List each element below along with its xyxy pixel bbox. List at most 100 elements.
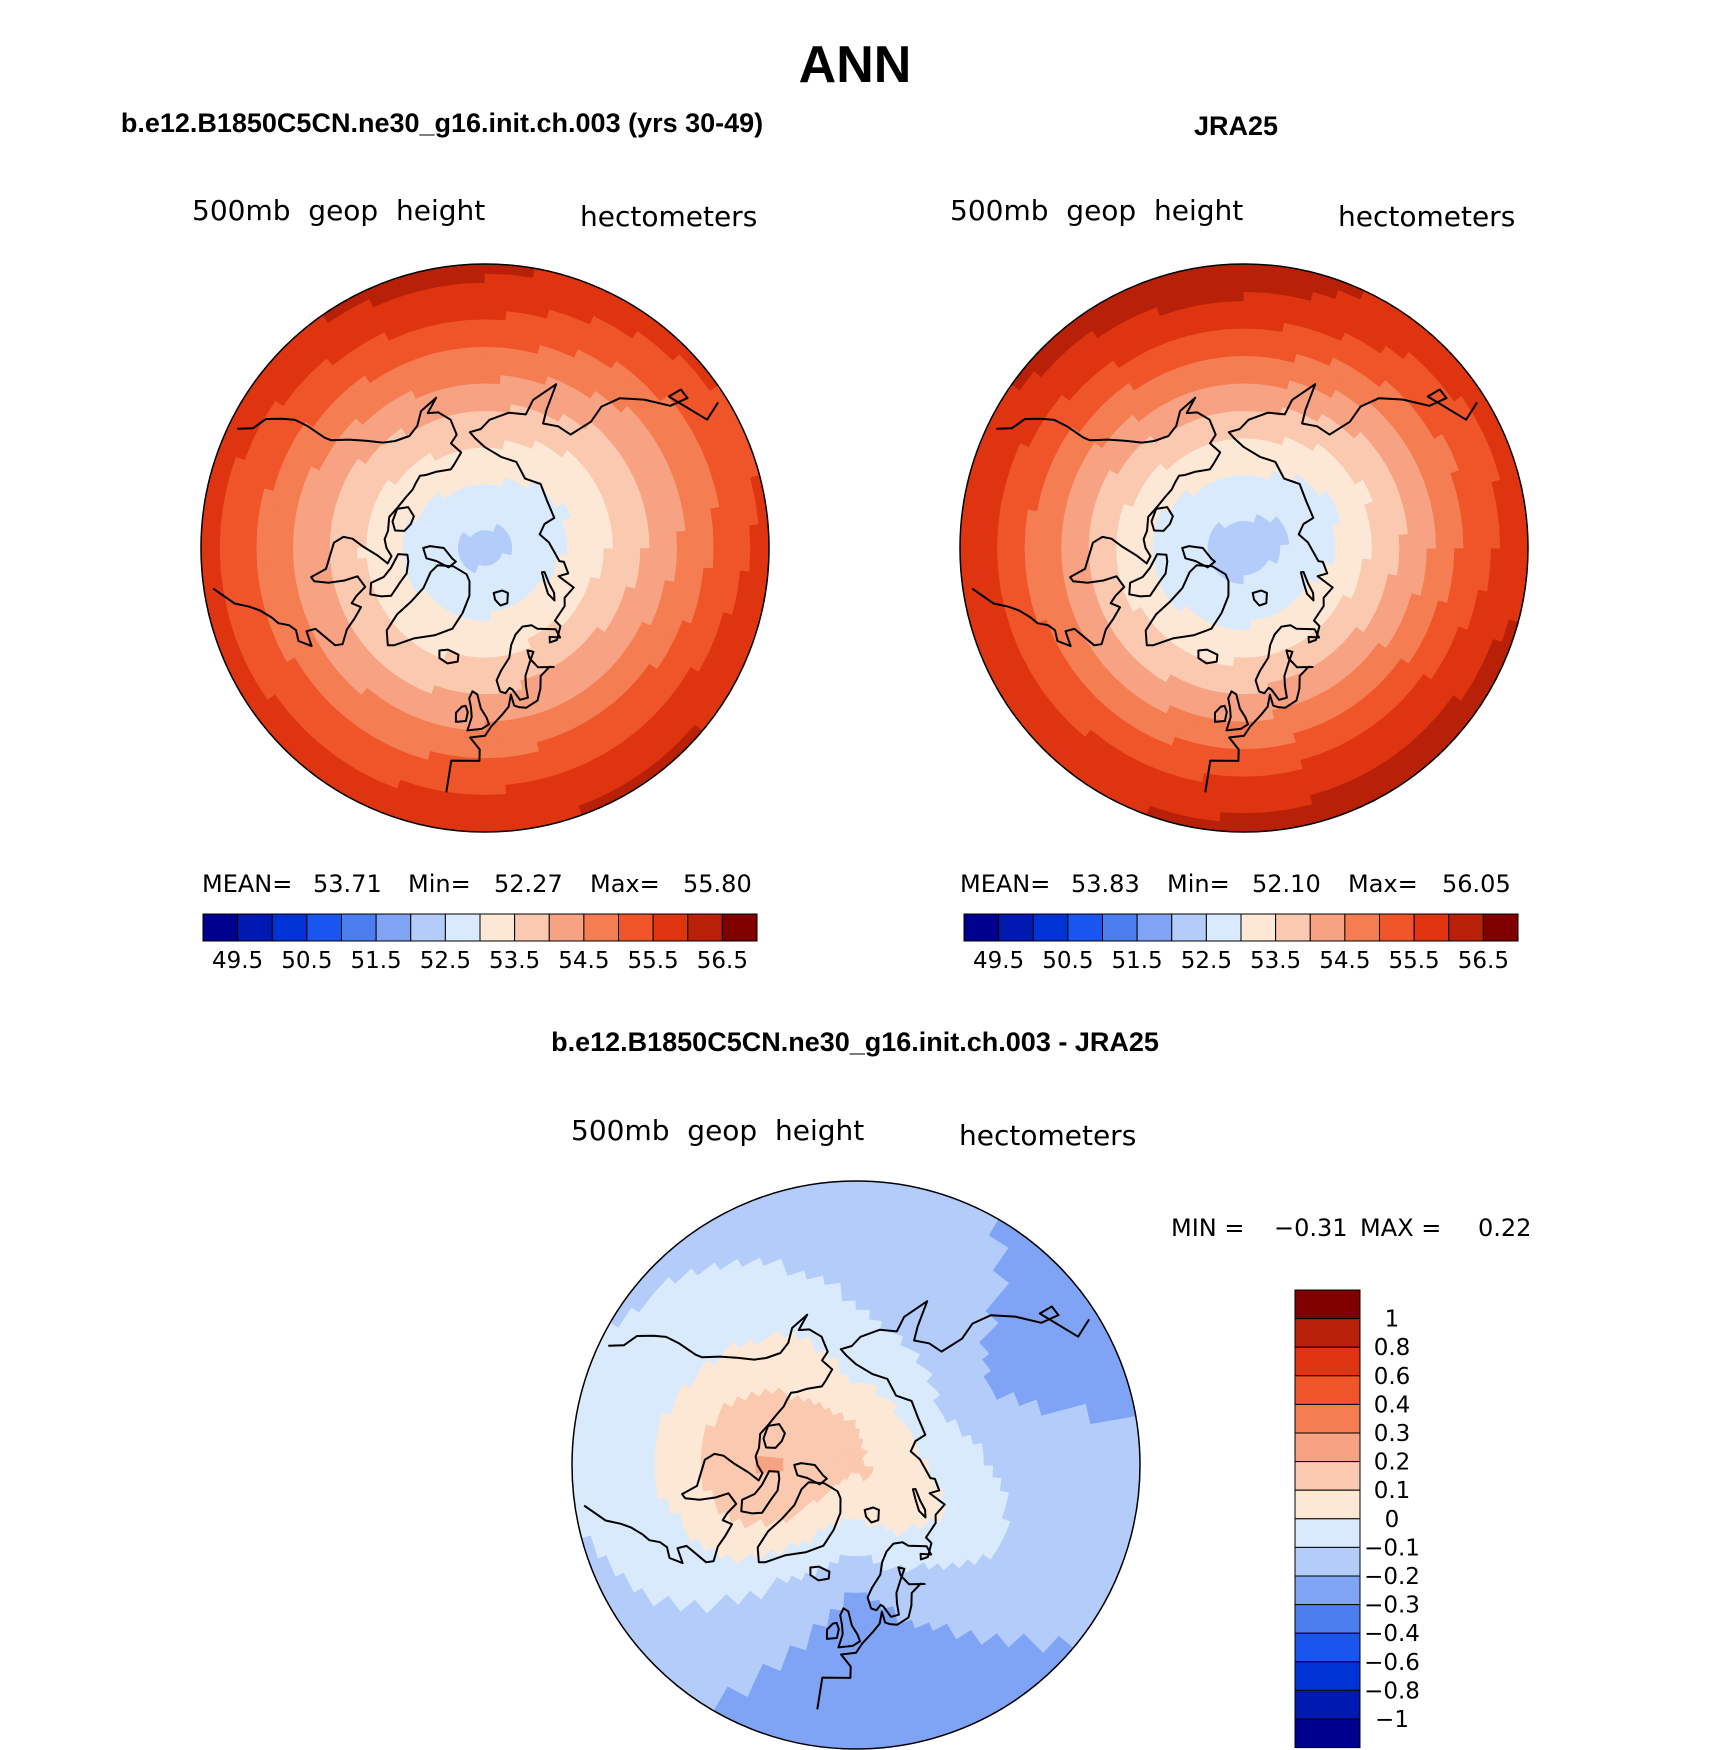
obs-field-cell xyxy=(1218,246,1244,256)
model-field-cell xyxy=(252,735,279,763)
model-field-cell xyxy=(777,522,787,548)
model-field-cell xyxy=(236,715,261,743)
model-field-cell xyxy=(310,532,322,549)
model-field-cell xyxy=(484,291,508,303)
obs-panel-title: JRA25 xyxy=(1194,111,1278,141)
obs-field-cell xyxy=(1244,246,1270,256)
obs-field-cell xyxy=(1411,772,1439,797)
model-field-cell xyxy=(246,526,258,549)
obs-field-cell xyxy=(1533,496,1546,523)
obs-field-cell xyxy=(1243,483,1251,494)
model-field-cell xyxy=(631,285,659,309)
model-max-label: Max= xyxy=(590,870,660,898)
model-field-cell xyxy=(273,529,285,549)
model-field-cell xyxy=(237,525,249,549)
obs-field-cell xyxy=(1234,446,1245,458)
model-field-cell xyxy=(484,520,488,531)
obs-field-cell xyxy=(1165,264,1194,266)
model-field-cell xyxy=(252,333,279,361)
model-field-cell xyxy=(685,529,697,549)
model-field-cell xyxy=(694,528,706,549)
obs-field-cell xyxy=(1298,547,1309,555)
obs-colorbar-box xyxy=(963,913,1000,942)
model-field-cell xyxy=(469,373,486,385)
model-field-cell xyxy=(473,666,486,677)
model-field-cell xyxy=(484,272,510,284)
obs-field-cell xyxy=(968,523,980,549)
obs-field-cell xyxy=(1161,540,1172,549)
model-field-cell xyxy=(472,410,486,421)
obs-field-cell xyxy=(1426,530,1437,549)
model-field-cell xyxy=(473,419,486,430)
model-field-cell xyxy=(201,419,220,449)
model-field-cell xyxy=(374,537,386,549)
obs-field-cell xyxy=(1462,547,1474,569)
model-field-cell xyxy=(210,396,232,425)
model-field-cell xyxy=(621,547,633,562)
model-field-cell xyxy=(470,391,486,403)
obs-colorbar-tick-label: 56.5 xyxy=(1458,948,1509,974)
model-field-cell xyxy=(461,281,486,293)
model-field-cell xyxy=(594,537,605,549)
model-field-cell xyxy=(228,525,240,549)
model-colorbar-box xyxy=(583,913,620,942)
model-field-cell xyxy=(270,754,298,781)
model-colorbar-box xyxy=(202,913,239,942)
obs-field-cell xyxy=(1222,655,1235,668)
model-field-cell xyxy=(460,812,486,824)
obs-field-cell xyxy=(1243,400,1258,412)
obs-colorbar-box xyxy=(1067,913,1104,942)
obs-field-cell xyxy=(1362,536,1373,549)
obs-field-cell xyxy=(1014,527,1026,549)
model-field-cell xyxy=(535,830,564,832)
model-field-cell xyxy=(574,555,586,566)
model-field-cell xyxy=(750,647,769,677)
obs-field-cell xyxy=(1232,419,1245,430)
obs-field-cell xyxy=(1092,273,1121,295)
obs-field-cell xyxy=(1070,285,1098,309)
obs-field-cell xyxy=(1224,646,1236,658)
model-field-cell xyxy=(484,492,491,503)
model-field-cell xyxy=(283,547,294,567)
model-field-cell xyxy=(184,574,197,601)
obs-field-cell xyxy=(1240,574,1245,586)
obs-colorbar-box xyxy=(1275,913,1311,942)
model-colorbar-box xyxy=(618,913,654,942)
model-field-cell xyxy=(484,264,511,275)
model-field-cell xyxy=(667,547,678,566)
obs-field-cell xyxy=(1453,547,1465,568)
model-field-cell xyxy=(462,793,486,805)
obs-field-cell xyxy=(1192,247,1219,259)
model-field-cell xyxy=(201,598,203,627)
model-field-cell xyxy=(470,619,480,631)
obs-field-cell xyxy=(1243,757,1264,769)
obs-field-cell xyxy=(1536,548,1546,574)
model-field-cell xyxy=(484,355,503,366)
model-field-cell xyxy=(201,623,210,652)
model-field-cell xyxy=(466,346,486,357)
model-max-value: 55.80 xyxy=(683,870,752,898)
model-field-cell xyxy=(459,840,485,850)
obs-field-cell xyxy=(1235,629,1245,641)
obs-field-cell xyxy=(1252,438,1264,450)
model-field-cell xyxy=(333,273,362,295)
model-field-cell xyxy=(484,638,495,650)
model-field-cell xyxy=(467,355,486,366)
obs-field-cell xyxy=(1489,547,1501,571)
model-field-cell xyxy=(183,522,193,548)
model-field-cell xyxy=(484,657,496,668)
obs-field-cell xyxy=(1243,455,1253,467)
model-field-cell xyxy=(511,837,538,850)
model-field-cell xyxy=(631,787,659,811)
obs-field-cell xyxy=(1060,531,1072,549)
model-field-cell xyxy=(691,735,718,763)
model-field-cell xyxy=(222,374,246,402)
model-field-cell xyxy=(402,540,413,549)
model-field-cell xyxy=(201,647,220,677)
obs-field-cell xyxy=(1342,556,1354,568)
model-colorbar-box xyxy=(341,913,377,942)
obs-min-label: Min= xyxy=(1167,870,1230,898)
obs-field-cell xyxy=(1324,554,1336,565)
obs-field-cell xyxy=(996,525,1008,549)
model-field-cell xyxy=(462,784,486,796)
